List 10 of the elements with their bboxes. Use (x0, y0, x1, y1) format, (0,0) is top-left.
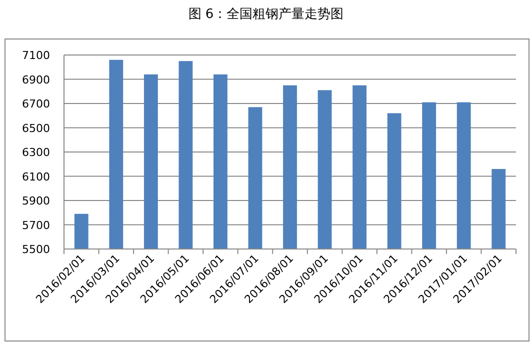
y-tick-label: 5900 (22, 194, 50, 208)
chart-title: 图 6：全国粗钢产量走势图 (188, 7, 344, 22)
y-tick-label: 6300 (22, 146, 50, 159)
y-tick-label: 6700 (22, 98, 50, 110)
y-tick-label: 6500 (22, 122, 50, 135)
y-tick-label: 7100 (22, 49, 50, 62)
y-tick-label: 6100 (22, 170, 50, 184)
y-tick-label: 6900 (22, 73, 50, 86)
y-tick-label: 5700 (22, 218, 50, 232)
y-tick-label: 5500 (22, 243, 50, 256)
